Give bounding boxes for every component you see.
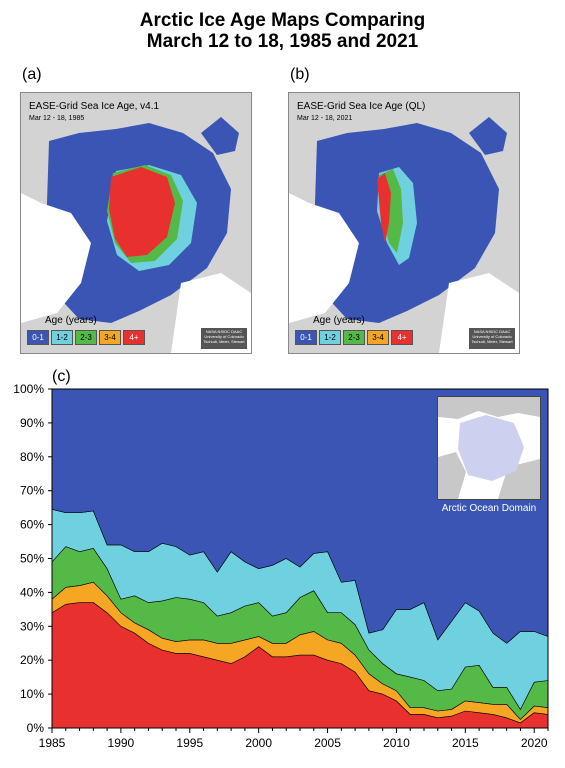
x-tick-label: 1990	[108, 736, 135, 750]
y-tick-label: 20%	[20, 653, 44, 667]
legend-2-3: 2-3	[343, 330, 365, 345]
legend-0-1: 0-1	[27, 330, 49, 345]
x-tick-label: 1985	[39, 736, 66, 750]
map-2021: EASE-Grid Sea Ice Age (QL) Mar 12 - 18, …	[288, 92, 520, 354]
x-tick-label: 2000	[245, 736, 272, 750]
map-2021-date: Mar 12 - 18, 2021	[297, 115, 353, 122]
x-tick-label: 2020	[521, 736, 548, 750]
map-1985: EASE-Grid Sea Ice Age, v4.1 Mar 12 - 18,…	[20, 92, 252, 354]
legend-0-1: 0-1	[295, 330, 317, 345]
map-1985-age-title: Age (years)	[45, 315, 97, 326]
map-2021-graphic	[289, 93, 519, 353]
map-2021-legend: 0-1 1-2 2-3 3-4 4+	[295, 330, 413, 345]
y-tick-label: 90%	[20, 416, 44, 430]
legend-4-plus: 4+	[391, 330, 413, 345]
figure-title-line-2: March 12 to 18, 1985 and 2021	[146, 31, 419, 52]
y-tick-label: 40%	[20, 585, 44, 599]
inset-label: Arctic Ocean Domain	[441, 503, 537, 514]
legend-2-3: 2-3	[75, 330, 97, 345]
map-1985-graphic	[21, 93, 251, 353]
y-tick-label: 70%	[20, 484, 44, 498]
map-2021-title: EASE-Grid Sea Ice Age (QL)	[297, 101, 426, 112]
y-tick-label: 10%	[20, 687, 44, 701]
legend-1-2: 1-2	[319, 330, 341, 345]
panel-c-label: (c)	[52, 368, 71, 385]
map-2021-age-title: Age (years)	[313, 315, 365, 326]
map-1985-title: EASE-Grid Sea Ice Age, v4.1	[29, 101, 160, 112]
y-tick-label: 60%	[20, 518, 44, 532]
y-tick-label: 30%	[20, 619, 44, 633]
panel-a-label: (a)	[22, 66, 42, 83]
x-tick-label: 2010	[383, 736, 410, 750]
figure-title-line-1: Arctic Ice Age Maps Comparing	[139, 10, 426, 31]
legend-3-4: 3-4	[367, 330, 389, 345]
map-1985-credit: NASA NSIDC DAAC University of Colorado T…	[201, 328, 247, 349]
x-tick-label: 2005	[314, 736, 341, 750]
arctic-ocean-domain-inset	[437, 396, 541, 500]
inset-map-graphic	[438, 397, 540, 499]
legend-1-2: 1-2	[51, 330, 73, 345]
x-tick-label: 2015	[452, 736, 479, 750]
y-tick-label: 50%	[20, 552, 44, 566]
map-1985-legend: 0-1 1-2 2-3 3-4 4+	[27, 330, 145, 345]
legend-4-plus: 4+	[123, 330, 145, 345]
x-tick-label: 1995	[176, 736, 203, 750]
y-tick-label: 100%	[13, 382, 44, 396]
map-2021-credit: NASA NSIDC DAAC University of Colorado T…	[469, 328, 515, 349]
y-tick-label: 80%	[20, 450, 44, 464]
y-tick-label: 0%	[27, 721, 45, 735]
map-1985-date: Mar 12 - 18, 1985	[29, 115, 85, 122]
panel-b-label: (b)	[290, 66, 310, 83]
legend-3-4: 3-4	[99, 330, 121, 345]
